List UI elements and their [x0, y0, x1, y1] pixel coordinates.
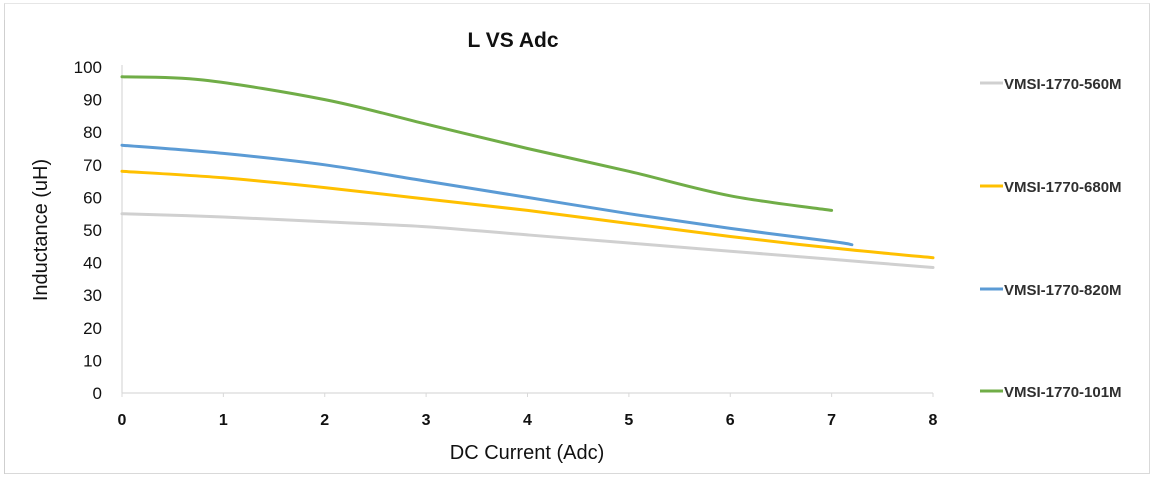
x-tick-label: 1: [219, 412, 228, 429]
legend-label: VMSI-1770-101M: [1004, 384, 1122, 401]
series-line-vmsi-1770-560m: [120, 212, 935, 269]
y-tick-label: 10: [83, 351, 102, 370]
series-line-vmsi-1770-680m: [120, 169, 935, 260]
y-tick-label: 70: [83, 156, 102, 175]
chart-title: L VS Adc: [467, 29, 558, 52]
x-tick-label: 7: [827, 412, 836, 429]
x-tick-label: 4: [523, 412, 532, 429]
y-tick-label: 40: [83, 254, 102, 273]
y-tick-label: 0: [93, 384, 102, 403]
series-line-vmsi-1770-820m: [120, 143, 854, 247]
y-tick-label: 20: [83, 319, 102, 338]
y-tick-label: 60: [83, 188, 102, 207]
y-tick-label: 30: [83, 286, 102, 305]
y-tick-label: 80: [83, 123, 102, 142]
x-tick-label: 6: [726, 412, 735, 429]
legend-label: VMSI-1770-560M: [1004, 76, 1122, 93]
x-tick-label: 2: [320, 412, 329, 429]
x-tick-label: 0: [118, 412, 127, 429]
y-tick-label: 90: [83, 91, 102, 110]
y-tick-label: 100: [74, 58, 102, 77]
x-tick-label: 3: [422, 412, 431, 429]
x-tick-label: 5: [624, 412, 633, 429]
legend-label: VMSI-1770-820M: [1004, 282, 1122, 299]
legend-label: VMSI-1770-680M: [1004, 179, 1122, 196]
frame-edge: [4, 20, 5, 474]
x-axis-label: DC Current (Adc): [450, 442, 604, 464]
series-line-vmsi-1770-101m: [120, 75, 834, 212]
y-tick-label: 50: [83, 221, 102, 240]
axes: 0 10 20 30 40 50 60 70 80 90 100 0 1 2 3 4 5 6 7 8: [74, 58, 938, 429]
x-tick-label: 8: [929, 412, 938, 429]
y-axis-label: Inductance (uH): [30, 159, 52, 301]
legend: VMSI-1770-560M VMSI-1770-680M VMSI-1770-82…: [980, 76, 1122, 401]
series-layer: [120, 75, 935, 269]
